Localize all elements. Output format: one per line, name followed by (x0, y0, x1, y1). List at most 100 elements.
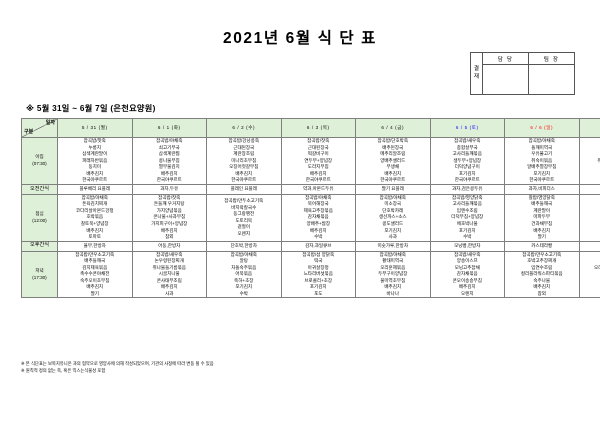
menu-item: 물미역초무침 (380, 277, 406, 283)
menu-item: 호박고추장찌개 (527, 258, 557, 264)
menu-item: 숙주나물 (533, 277, 551, 283)
menu-item: 콘나물+사과무침 (153, 214, 186, 220)
cell-breakfast-day7: 누룽지/팥죽북간어묵국멸란찟무침취무것호박나물볶음나박물김치포기김치한국야쿠르트 (578, 137, 600, 185)
menu-item: 감자,과일큐브 (305, 242, 332, 248)
menu-item: 고사리들깨볶음 (452, 151, 482, 157)
title-area: 2021년 6월 식 단 표 (0, 0, 600, 47)
menu-item: 근대된장국 (233, 144, 255, 150)
cell-afternoon_snack-day3: 감자,과일큐브 (280, 240, 356, 252)
menu-item: 입연수조림 (531, 264, 553, 270)
menu-item: 도라지무침 (307, 164, 329, 170)
menu-item: 코다리살아몬드강정 (75, 207, 114, 213)
cell-dinner-day4: 잡곡밥/야채죽 황태미역국 오리훈제볶음 두부구이양념장 물미역초무침 배추김치 바나나 (355, 250, 431, 299)
menu-item: 과자,두유 (160, 186, 179, 192)
page-title: 2021년 6월 식 단 표 (222, 30, 378, 47)
cell-morning_snack-day0: 블루베리 요플레 (57, 183, 133, 195)
menu-item: 감자채볶음 (456, 271, 478, 277)
menu-item: 근대된장국 (307, 144, 329, 150)
table-row-afternoon_snack: 오후간식 율무,한방차 어둥,한방차 단호박,한방차 감자,과일큐브 미숫가루,한방차 모닝… (21, 240, 600, 252)
menu-item: 잡곡밥/야채죽 (379, 194, 406, 200)
cell-morning_snack-day1: 과자,두유 (131, 183, 207, 195)
row-label-name-breakfast: 아침 (35, 154, 44, 160)
menu-item: 모닝빵,한방차 (454, 242, 481, 248)
cell-afternoon_snack-day2: 단호박,한방차 (206, 240, 282, 252)
menu-item: 돌깨미역국 (531, 144, 553, 150)
cell-lunch-day2: 잡곡밥/만두소고기죽 바지락칼국수 동그랑땡전 도토리묵 겉절이 오렌지 (206, 193, 282, 242)
menu-item: 잡곡밥/야채죽 (81, 194, 108, 200)
menu-item: 아귀살장정 (307, 264, 329, 270)
menu-item: 미소장국 (384, 201, 402, 207)
menu-item: 배추김치 (160, 170, 178, 176)
menu-item: 한국야쿠르트 (454, 177, 480, 183)
menu-item: 잡곡밥/새우죽 (454, 251, 481, 257)
menu-item: 콩도샐러드 (382, 221, 404, 227)
approval-signature-teamlead[interactable] (528, 64, 575, 95)
menu-item: 단호박,한방차 (230, 242, 257, 248)
cell-morning_snack-day4: 딸기 요플레 (355, 183, 431, 195)
day-header-6: 6 / 6 (일) (504, 118, 580, 138)
row-label-name-morning_snack: 오전간식 (29, 185, 50, 192)
menu-item: 잡곡밥/새우죽 (156, 251, 183, 257)
menu-item: 배추김치 (309, 170, 327, 176)
menu-item: 수박 (463, 234, 472, 240)
day-header-5: 6 / 5 (토) (429, 118, 505, 138)
menu-item: 잡곡밥/잣죽 (83, 138, 106, 143)
menu-item: 연두부+양념장 (304, 157, 333, 163)
menu-item: 열무물김치 (158, 164, 180, 170)
diagonal-divider-icon (22, 119, 57, 137)
menu-item: 율무,한방차 (83, 242, 106, 248)
menu-item: 브로콜리+초장 (304, 277, 333, 283)
approval-label: 결 재 (470, 52, 483, 95)
menu-item: 애호박나물 (456, 221, 478, 227)
menu-item: 한국야쿠르트 (529, 177, 555, 183)
menu-item: 잡곡밥/잣죽 (307, 138, 330, 143)
menu-item: 동그랑땡전 (233, 211, 255, 217)
cell-breakfast-day6: 잡곡밥/야채죽 돌깨미역국 우유불고기 취숙이볶음 알배추열장무침 포기김치 한국야쿠르트 (504, 137, 580, 185)
menu-item: 배추김치 (86, 227, 104, 233)
menu-item: 건과채무침 (531, 221, 553, 227)
cell-lunch-day4: 잡곡밥/야채죽 미소장국 단호박카레 생선까스+소스 콩도샐러드 포기김치 사과 (355, 193, 431, 242)
menu-item: 한국야쿠르트 (580, 177, 600, 184)
menu-item: 참외 (165, 234, 174, 240)
menu-item: 생선까스+소스 (378, 214, 407, 220)
menu-item: 제육고추장볶음 (303, 207, 333, 213)
cell-afternoon_snack-day0: 율무,한방차 (57, 240, 133, 252)
approval-header-manager: 담 당 (482, 52, 529, 65)
approval-label-char-1: 결 (473, 65, 480, 72)
approval-label-char-2: 재 (473, 73, 480, 80)
menu-item: 동치미 (88, 164, 102, 170)
menu-item: 누룽지 (88, 144, 102, 150)
menu-item: 잡곡밥/새우죽 (454, 138, 481, 143)
row-label-name-afternoon_snack: 오후간식 (29, 242, 50, 249)
cell-breakfast-day2: 잡곡밥/강낭콩죽 근대된장국 계란장조림 미나리초무침 오징어젓갈무침 배추김치 한국야쿠르… (206, 137, 282, 185)
cell-morning_snack-day6: 과자,비피더스 (504, 183, 580, 195)
cell-dinner-day5: 잡곡밥/새우죽 양송이스프 모닝고추잡채 감자채볶음 콘오이송송무침 배추김치 오렌지 (429, 250, 505, 299)
cell-lunch-day5: 잡곡밥/영양닭죽 고사리들깨볶음 입엔수조림 더덕무침+양념장 애호박나물 포기김치 수박 (429, 193, 505, 242)
menu-item: 겉절이 (237, 224, 251, 230)
approval-signature-manager[interactable] (482, 64, 529, 95)
menu-item: 잡곡밥/야채죽 (156, 138, 183, 143)
menu-item: 잡곡밥/잣죽 (158, 194, 181, 200)
menu-item: 가지피구이+양념장 (151, 221, 188, 227)
menu-item: 취숙이볶음 (531, 157, 553, 163)
menu-item: 돈육김치찌개 (82, 201, 108, 207)
menu-item: 북어해장국 (307, 201, 329, 207)
menu-item: 알배추열장무침 (527, 164, 557, 170)
menu-item: 포기김치 (458, 227, 476, 233)
table-row-dinner: 저녁 (17:30) 잡곡밥/만우소고기죽 배추들깨국 김치제육볶음 촉수수콘야채전 숙주오… (21, 250, 600, 299)
menu-item: 배추김치 (533, 227, 551, 233)
cell-dinner-day6: 잡곡밥/만우소고기죽 호박고추장찌개 입연수조림 컬리플라워스파티볶음 숙주나물 배추김치… (504, 250, 580, 299)
menu-item: 미숫가루,한방차 (377, 242, 409, 248)
cell-breakfast-day1: 잡곡밥/야채죽 쇠고기무국 삼색계란찜 콩나물무침 열무물김치 배추김치 한국야쿠르트 (131, 137, 207, 185)
menu-item: 과자,검은콩두유 (451, 186, 483, 192)
row-label-dinner: 저녁 (17:30) (21, 250, 58, 299)
menu-item: 잡곡밥/만우소고기죽 (75, 251, 115, 257)
menu-item: 입엔수조림 (456, 207, 478, 213)
cell-lunch-day7: 잡곡밥/팥죽돈육두부찌개고등어구이피색줄기볶음오이송송무침배추김치파인애플 (578, 193, 600, 242)
menu-item: 숙주오이초무침 (80, 277, 110, 283)
menu-item: 김치제육볶음 (82, 264, 108, 270)
menu-item: 수박 (239, 290, 248, 296)
menu-table: 일자 구분 5 / 31 (월) 6 / 1 (화) 6 / 2 (수) 6 /… (21, 118, 600, 299)
menu-item: 사과 (165, 290, 174, 296)
menu-item: 참외 (580, 291, 600, 298)
